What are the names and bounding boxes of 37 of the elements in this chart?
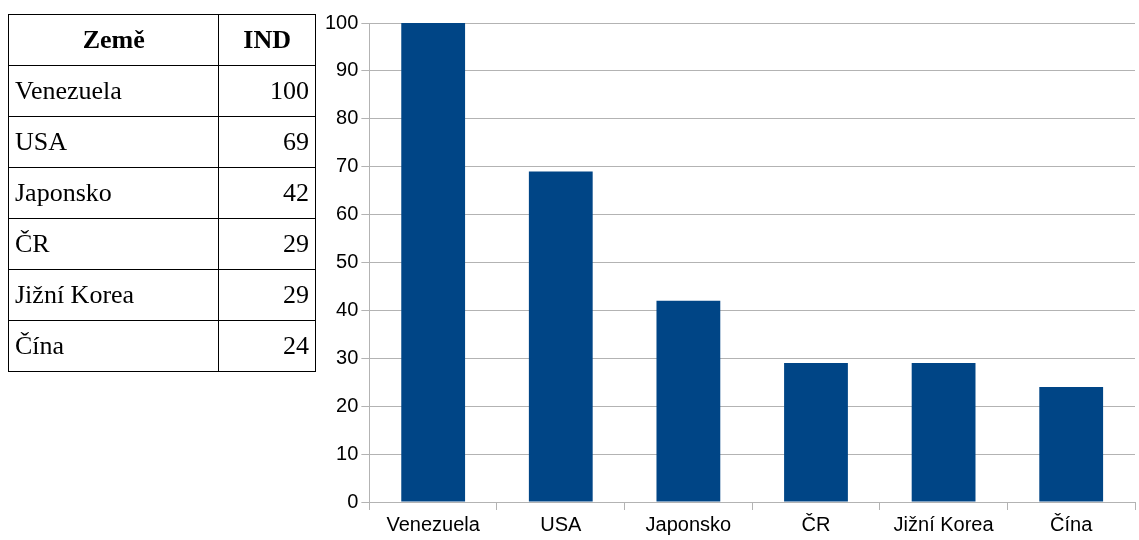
data-label: 24 — [218, 320, 316, 372]
x-tick-label: Jižní Korea — [893, 512, 995, 535]
bar — [656, 300, 721, 502]
category-label: Jižní Korea — [8, 269, 219, 321]
y-tick-label: 10 — [336, 441, 359, 464]
y-tick-label: 60 — [336, 202, 359, 225]
y-tick-label: 100 — [324, 10, 359, 33]
category-label: Japonsko — [8, 167, 219, 219]
y-tick-label: 70 — [336, 154, 359, 177]
x-tick-label: Venezuela — [386, 512, 481, 535]
y-tick-label: 20 — [336, 393, 359, 416]
bar — [911, 363, 976, 502]
bar — [401, 23, 466, 502]
category-label: ČR — [8, 218, 219, 270]
data-label: 42 — [218, 167, 316, 219]
bar — [528, 171, 593, 502]
y-tick-label: 30 — [336, 345, 359, 368]
y-tick-label: 0 — [347, 489, 359, 512]
category-label: Čína — [8, 320, 219, 372]
x-tick-label: Japonsko — [645, 512, 732, 535]
data-label: 100 — [218, 65, 316, 117]
y-tick-label: 50 — [336, 250, 359, 273]
text: IND — [218, 14, 316, 66]
data-label: 69 — [218, 116, 316, 168]
data-label: 29 — [218, 218, 316, 270]
x-tick-label: Čína — [1050, 512, 1094, 535]
y-tick-label: 80 — [336, 106, 359, 129]
category-label: Venezuela — [8, 65, 219, 117]
x-tick-label: ČR — [801, 512, 831, 535]
bar — [784, 363, 848, 502]
y-tick-label: 40 — [336, 297, 359, 320]
bar — [1039, 387, 1104, 502]
x-tick-label: USA — [540, 512, 582, 535]
y-tick-label: 90 — [336, 58, 359, 81]
data-label: 29 — [218, 269, 316, 321]
category-label: USA — [8, 116, 219, 168]
text: Země — [8, 14, 219, 66]
